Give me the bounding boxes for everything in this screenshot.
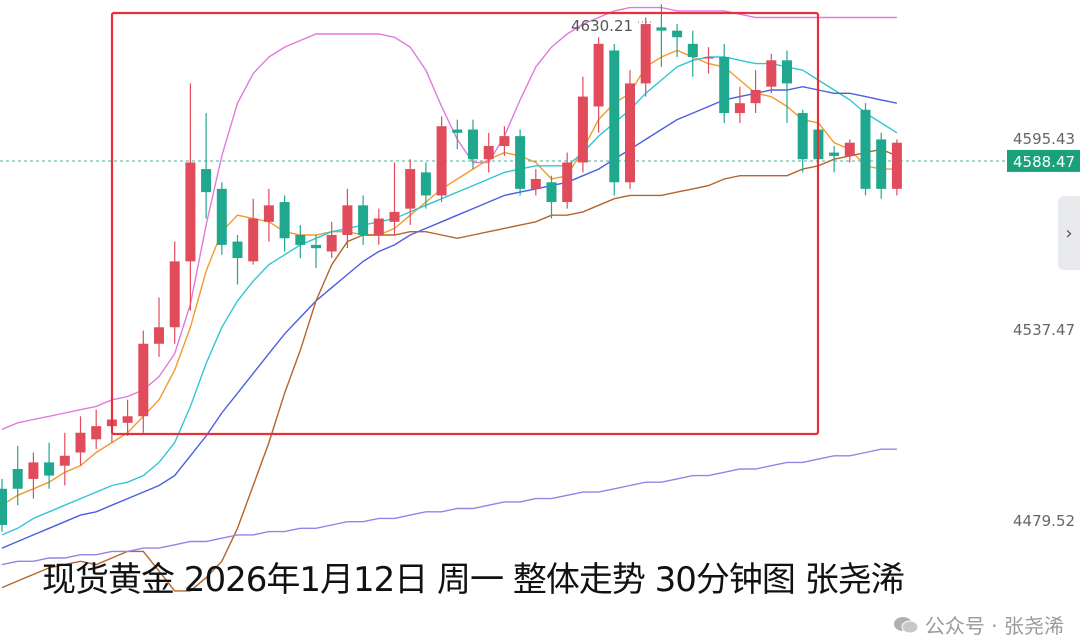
candle-body (405, 169, 416, 209)
y-tick-label: 4479.52 (1013, 512, 1075, 530)
candle-body (169, 261, 180, 328)
candle-body (782, 60, 792, 84)
candle-body (750, 89, 761, 104)
candle-body (28, 462, 39, 479)
candle-body (546, 182, 557, 203)
candle-body (734, 103, 745, 114)
candle-body (389, 211, 400, 222)
candle-body (452, 129, 463, 133)
series-line-2 (1, 56, 898, 536)
highlight-box (110, 11, 820, 436)
candle-body (420, 172, 431, 196)
candle-body (515, 136, 526, 189)
current-price-label: 4588.47 (1013, 153, 1075, 171)
candle-body (844, 142, 855, 156)
candle-body (468, 129, 478, 160)
candle-body (59, 455, 70, 466)
candle-body (562, 162, 573, 203)
candle-body (577, 96, 588, 163)
candle-body (295, 234, 306, 245)
y-tick-label: 4537.47 (1013, 321, 1075, 339)
wechat-icon (893, 616, 919, 633)
candle-body (326, 234, 337, 252)
candle-body (342, 205, 353, 235)
candle-body (797, 113, 808, 160)
candle-body (703, 57, 714, 59)
candle-body (436, 126, 447, 196)
candle-body (766, 60, 777, 87)
candle-body (201, 169, 212, 193)
candle-body (216, 188, 227, 245)
candle-body (138, 343, 149, 417)
candle-body (0, 488, 7, 526)
candle-body (44, 462, 55, 476)
candle-body (656, 27, 667, 31)
chevron-right-icon: › (1065, 222, 1073, 244)
candle-body (640, 24, 651, 84)
chart-caption: 现货黄金 2026年1月12日 周一 整体走势 30分钟图 张尧浠 (42, 560, 905, 600)
candle-body (75, 432, 86, 453)
candle-body (373, 218, 384, 235)
candle-body (12, 468, 23, 489)
candle-body (154, 327, 164, 344)
candle-body (891, 142, 902, 189)
candle-body (279, 202, 290, 239)
candle-body (232, 241, 243, 259)
candle-body (263, 205, 274, 222)
candle-body (860, 109, 871, 189)
series-line-4 (1, 148, 898, 592)
series-line-1 (1, 49, 897, 506)
candle-body (530, 178, 541, 189)
series-line-3 (1, 85, 898, 549)
candle-body (248, 218, 259, 262)
y-tick-label: 4595.43 (1013, 130, 1075, 148)
candle-body (122, 416, 133, 423)
candle-body (593, 43, 604, 107)
candle-body (719, 57, 730, 114)
candle-body (829, 152, 840, 156)
current-price-tag (1007, 149, 1080, 172)
candle-body (499, 136, 510, 147)
candle-body (483, 146, 494, 160)
high-price-annotation: 4630.21 (571, 17, 633, 35)
candle-body (609, 50, 620, 183)
side-panel-toggle[interactable]: › (1058, 196, 1080, 270)
candle-body (876, 139, 887, 189)
series-line-5 (1, 448, 897, 566)
series-line-0 (1, 6, 897, 431)
watermark-channel: 公众号 · 张尧浠 (924, 614, 1064, 638)
candle-body (185, 162, 196, 262)
candle-body (311, 244, 321, 249)
candle-body (625, 83, 635, 183)
candle-body (91, 426, 102, 440)
candle-body (358, 205, 369, 235)
candle-body (687, 43, 698, 58)
candle-body (672, 30, 683, 38)
watermark: 公众号 · 张尧浠 (893, 610, 1064, 639)
